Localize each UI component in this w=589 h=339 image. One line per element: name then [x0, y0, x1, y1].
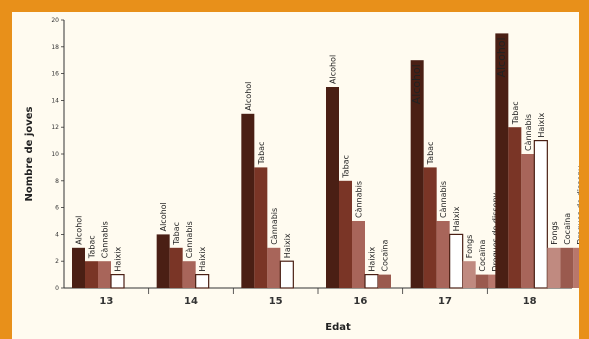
bar-14-1 [156, 234, 170, 288]
x-category-label: 18 [523, 296, 537, 307]
bar-label: Drogues de disseny [576, 166, 579, 245]
bar-label: Tabac [257, 142, 266, 166]
y-tick-label: 6 [55, 205, 59, 212]
bar-17-1 [410, 60, 424, 289]
bar-label: Cànnabis [524, 114, 533, 151]
bar-17-5 [462, 261, 476, 288]
y-tick-label: 2 [55, 258, 59, 265]
bar-label: Cànnabis [355, 181, 364, 218]
left-orange-band [0, 0, 12, 339]
y-tick-label: 20 [51, 17, 59, 24]
y-tick-label: 10 [51, 151, 59, 158]
bar-18-1 [495, 33, 509, 289]
y-tick-label: 8 [55, 178, 59, 185]
x-category-label: 13 [99, 296, 113, 307]
bar-18-3 [521, 154, 535, 288]
bar-label: Haixix [198, 247, 207, 272]
bar-label: Haixix [452, 206, 461, 231]
bar-15-1 [241, 113, 255, 288]
bar-chart: 0 2 4 6 8 10 12 14 16 18 20 Nombre de joves Edat Alco… [24, 17, 579, 333]
bar-16-2 [339, 180, 352, 288]
y-axis-title: Nombre de joves [24, 106, 35, 201]
bar-14-4 [195, 274, 210, 289]
bar-label: Haixix [283, 233, 292, 258]
bar-18-6 [560, 247, 574, 288]
chart-panel: 0 2 4 6 8 10 12 14 16 18 20 Nombre de joves Edat Alco… [12, 12, 579, 339]
bar-label: Cànnabis [101, 221, 110, 258]
bar-18-4 [533, 140, 548, 289]
bar-label: Cocaïna [381, 240, 390, 272]
bar-15-3 [267, 247, 281, 288]
x-category-label: 14 [184, 296, 198, 307]
y-tick-label: 16 [51, 71, 59, 78]
x-category-label: 15 [269, 296, 283, 307]
bar-label: Fongs [550, 221, 559, 245]
x-category-label: 17 [438, 296, 452, 307]
bar-16-3 [352, 221, 365, 288]
bar-18-5 [547, 247, 561, 288]
bar-label: Cànnabis [185, 221, 194, 258]
bar-17-2 [423, 167, 437, 288]
bar-label: Alcohol [495, 37, 508, 77]
bar-label: Tabac [342, 155, 351, 179]
y-tick-label: 18 [51, 44, 59, 51]
y-tick-label: 14 [51, 97, 59, 104]
bar-label: Fongs [465, 235, 474, 259]
bar-label: Alcohol [244, 82, 253, 111]
bar-label: Tabac [88, 235, 97, 259]
bar-13-1 [72, 247, 85, 288]
bar-label: Tabac [511, 101, 520, 125]
bar-label: Alcohol [329, 55, 338, 84]
bar-16-1 [326, 87, 339, 288]
bar-17-3 [436, 221, 450, 288]
bar-14-3 [182, 261, 196, 288]
bar-18-2 [508, 127, 522, 288]
top-orange-band [0, 0, 589, 12]
bar-label: Tabac [426, 142, 435, 166]
bar-label: Cocaïna [478, 240, 487, 272]
bar-label: Alcohol [75, 216, 84, 245]
y-tick-label: 4 [55, 231, 59, 238]
bar-15-2 [254, 167, 268, 288]
bar-label: Tabac [172, 222, 181, 246]
bar-label: Haixix [114, 247, 123, 272]
bar-label: Alcohol [410, 64, 423, 104]
bar-17-6 [475, 274, 489, 288]
bar-14-2 [169, 247, 183, 288]
x-category-label: 16 [353, 296, 367, 307]
bar-label: Haixix [537, 113, 546, 138]
bar-17-4 [449, 233, 464, 289]
bar-16-5 [378, 274, 391, 288]
bar-label: Haixix [368, 247, 377, 272]
bar-label: Cànnabis [270, 208, 279, 245]
bar-18-7 [573, 247, 579, 288]
bar-16-4 [364, 274, 379, 289]
bar-13-2 [85, 261, 98, 288]
x-axis-title: Edat [325, 322, 351, 333]
bar-label: Cocaïna [563, 213, 572, 245]
bar-15-4 [279, 260, 294, 289]
y-tick-label: 0 [55, 285, 59, 292]
bar-label: Alcohol [159, 202, 168, 231]
bar-13-3 [98, 261, 111, 288]
bar-13-4 [110, 274, 125, 289]
y-tick-label: 12 [51, 124, 59, 131]
right-orange-band [579, 0, 589, 339]
bar-label: Cànnabis [439, 181, 448, 218]
